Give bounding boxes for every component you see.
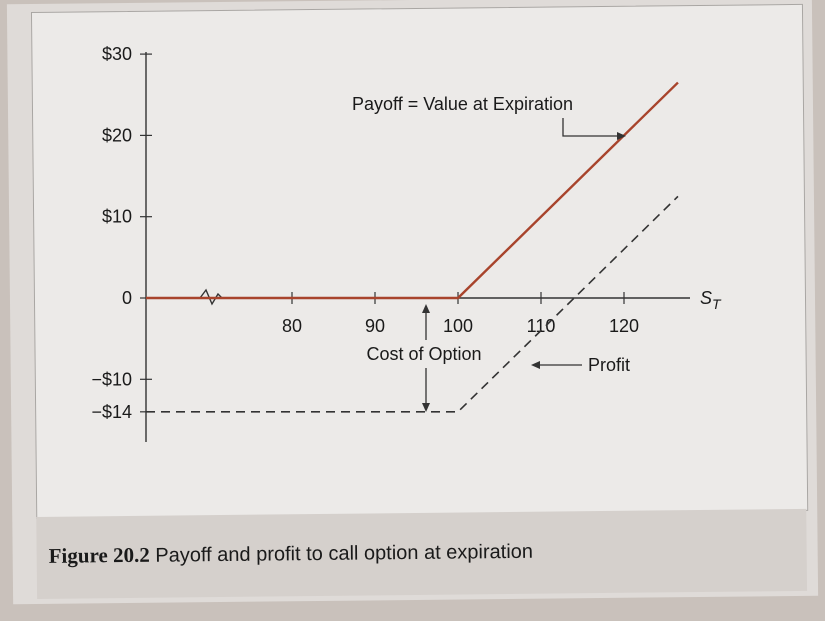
series-line-payoff — [146, 81, 679, 300]
y-tick-label: $20 — [102, 125, 132, 145]
y-tick-label: 0 — [122, 288, 132, 308]
profit-label: Profit — [588, 355, 630, 375]
x-axis-label-main: S — [700, 288, 712, 308]
payoff-label: Payoff = Value at Expiration — [352, 94, 573, 114]
chart-annotations: Payoff = Value at Expiration Cost of Opti… — [352, 94, 722, 412]
series-line-profit — [146, 195, 679, 413]
y-tick-label: $30 — [102, 44, 132, 64]
x-axis-label-sub: T — [712, 296, 722, 312]
chart-marks — [146, 81, 679, 413]
x-tick-label: 110 — [527, 316, 556, 336]
payoff-leader — [562, 118, 618, 137]
cost-down-arrow-head — [422, 403, 430, 412]
x-tick-label: 100 — [443, 316, 473, 336]
x-axis-break — [199, 288, 223, 306]
payoff-arrow-head — [617, 132, 626, 140]
y-tick-label: $10 — [102, 207, 132, 227]
cost-up-arrow-head — [422, 304, 430, 313]
x-tick-label: 120 — [609, 316, 639, 336]
x-tick-label: 80 — [282, 316, 302, 336]
y-tick-label: −$14 — [91, 402, 132, 422]
profit-arrow-head — [531, 361, 540, 369]
x-axis-label: ST — [700, 288, 722, 312]
cost-of-option-label: Cost of Option — [366, 344, 481, 364]
y-tick-label: −$10 — [91, 369, 132, 389]
x-tick-label: 90 — [365, 316, 385, 336]
